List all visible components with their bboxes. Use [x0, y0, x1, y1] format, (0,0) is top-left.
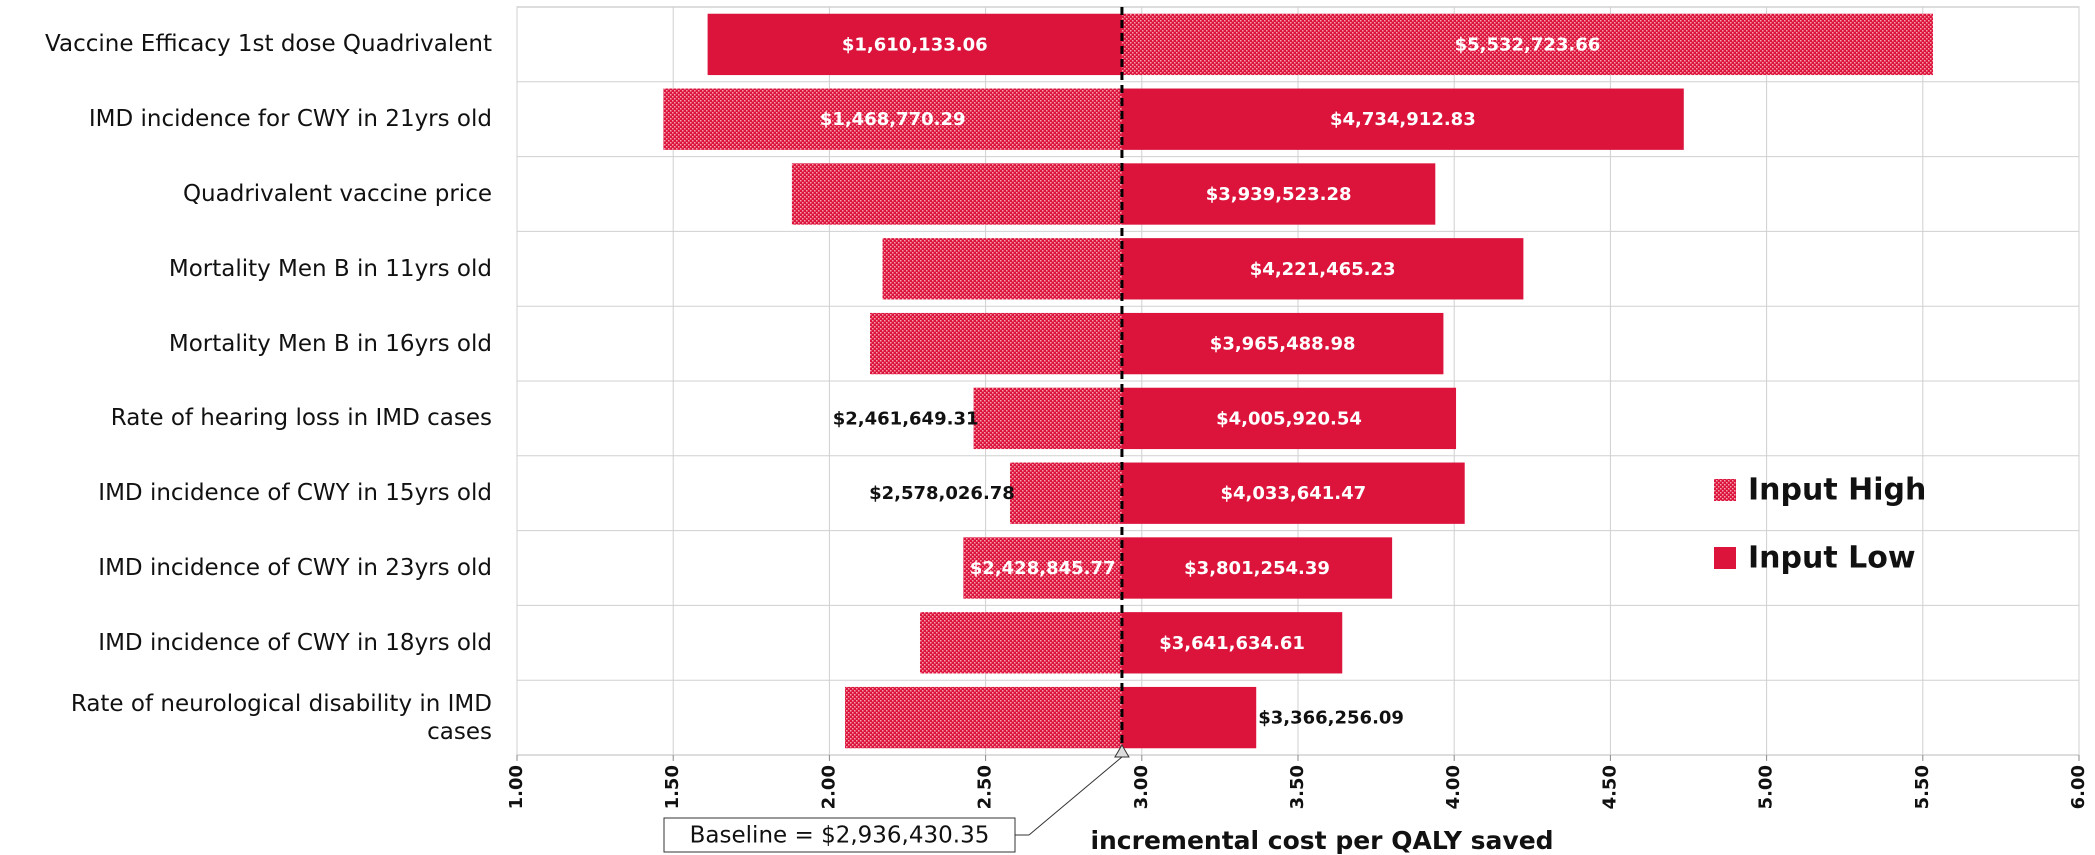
category-label: Rate of neurological disability in IMD c… [0, 680, 492, 755]
value-label: $3,641,634.61 [1159, 633, 1305, 654]
category-label: Mortality Men B in 16yrs old [0, 306, 492, 381]
category-text: Rate of neurological disability in IMD c… [70, 690, 492, 745]
value-label: $2,578,026.78 [869, 483, 1015, 504]
value-label: $1,468,770.29 [820, 109, 966, 130]
x-tick-label: 3.00 [1131, 765, 1152, 809]
value-label: $3,965,488.98 [1210, 334, 1356, 355]
bar [1121, 387, 1457, 450]
bar [1121, 163, 1436, 225]
bar [1121, 13, 1934, 76]
category-label: Rate of hearing loss in IMD cases [0, 381, 492, 456]
value-label: $3,366,256.09 [1258, 708, 1404, 729]
category-text: IMD incidence of CWY in 18yrs old [98, 629, 492, 656]
bar [1121, 462, 1465, 524]
category-label: IMD incidence of CWY in 23yrs old [0, 531, 492, 606]
category-label: Vaccine Efficacy 1st dose Quadrivalent [0, 7, 492, 82]
category-label: IMD incidence of CWY in 18yrs old [0, 605, 492, 680]
bar [870, 312, 1122, 375]
category-label: Mortality Men B in 11yrs old [0, 231, 492, 306]
value-label: $4,221,465.23 [1250, 259, 1396, 280]
bar [791, 163, 1122, 225]
category-text: Rate of hearing loss in IMD cases [110, 405, 492, 432]
category-text: IMD incidence of CWY in 23yrs old [98, 554, 492, 581]
x-tick-label: 2.00 [818, 765, 839, 809]
legend-label: Input Low [1748, 541, 1916, 576]
bar [973, 387, 1122, 450]
baseline-box [663, 817, 1016, 853]
bar [1121, 686, 1257, 749]
bar [1121, 238, 1524, 300]
bar [882, 238, 1122, 300]
value-label: $3,801,254.39 [1184, 558, 1330, 579]
category-label: IMD incidence of CWY in 15yrs old [0, 456, 492, 531]
x-tick-label: 6.00 [2068, 765, 2089, 809]
x-tick-label: 1.50 [662, 765, 683, 809]
legend-label: Input High [1748, 473, 1926, 508]
x-tick-label: 5.00 [1756, 765, 1777, 809]
x-tick-label: 2.50 [975, 765, 996, 809]
bar [707, 13, 1122, 76]
x-tick-label: 4.50 [1599, 765, 1620, 809]
value-label: $3,939,523.28 [1206, 184, 1352, 205]
category-label: IMD incidence for CWY in 21yrs old [0, 82, 492, 157]
value-label: $4,033,641.47 [1220, 483, 1366, 504]
category-text: IMD incidence of CWY in 15yrs old [98, 480, 492, 507]
category-label: Quadrivalent vaccine price [0, 157, 492, 232]
bar [919, 612, 1122, 674]
value-label: $2,461,649.31 [833, 408, 979, 429]
x-tick-label: 4.00 [1443, 765, 1464, 809]
legend-swatch [1714, 479, 1736, 501]
bar [1121, 312, 1444, 375]
value-label: $5,532,723.66 [1455, 34, 1601, 55]
bar [1009, 462, 1122, 524]
value-label: $2,428,845.77 [970, 558, 1116, 579]
category-text: Quadrivalent vaccine price [182, 180, 492, 207]
x-axis-title: incremental cost per QALY saved [1090, 826, 1553, 855]
baseline-annotation: Baseline = $2,936,430.35 [690, 823, 990, 849]
category-text: Vaccine Efficacy 1st dose Quadrivalent [45, 31, 492, 58]
value-label: $1,610,133.06 [842, 34, 988, 55]
bar [845, 686, 1122, 749]
bar [963, 537, 1122, 599]
x-tick-label: 3.50 [1287, 765, 1308, 809]
legend-swatch [1714, 547, 1736, 569]
category-text: IMD incidence for CWY in 21yrs old [88, 106, 492, 133]
baseline-leader [1028, 756, 1123, 836]
bar [1121, 537, 1393, 599]
category-text: Mortality Men B in 16yrs old [168, 330, 492, 357]
bar [1121, 88, 1684, 150]
bar [1121, 612, 1343, 674]
x-tick-label: 5.50 [1912, 765, 1933, 809]
value-label: $4,005,920.54 [1216, 408, 1362, 429]
x-tick-label: 1.00 [506, 765, 527, 809]
bar [663, 88, 1122, 150]
value-label: $4,734,912.83 [1330, 109, 1476, 130]
category-text: Mortality Men B in 11yrs old [168, 255, 492, 282]
